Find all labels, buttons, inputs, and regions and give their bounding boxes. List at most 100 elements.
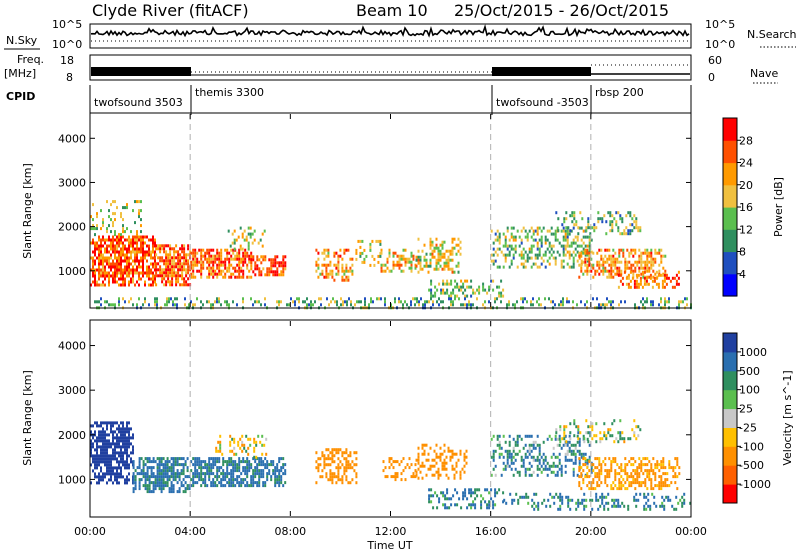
data-cell	[561, 437, 564, 441]
data-cell	[408, 466, 411, 470]
data-cell	[392, 254, 395, 258]
data-cell	[114, 457, 116, 461]
data-cell	[214, 272, 217, 276]
data-cell	[585, 504, 588, 508]
data-cell	[459, 449, 462, 453]
data-cell	[616, 472, 619, 476]
data-cell	[106, 427, 108, 431]
data-cell	[340, 303, 342, 307]
data-cell	[266, 463, 269, 467]
data-cell	[559, 507, 562, 511]
data-cell	[130, 244, 132, 248]
data-cell	[410, 263, 413, 267]
data-cell	[562, 247, 565, 251]
data-cell	[154, 256, 156, 260]
data-cell	[554, 455, 557, 459]
data-cell	[334, 300, 336, 304]
data-cell	[106, 460, 108, 464]
data-cell	[463, 464, 466, 468]
data-cell	[110, 253, 112, 257]
data-cell	[130, 250, 132, 254]
data-cell	[654, 272, 657, 276]
data-cell	[629, 214, 632, 218]
data-cell	[216, 272, 219, 276]
data-cell	[244, 260, 247, 264]
data-cell	[155, 247, 158, 251]
data-cell	[176, 481, 179, 485]
data-cell	[598, 272, 601, 276]
data-cell	[321, 451, 324, 455]
data-cell	[459, 476, 462, 480]
data-cell	[194, 263, 197, 267]
data-cell	[94, 283, 96, 287]
data-cell	[512, 473, 515, 477]
data-cell	[120, 268, 122, 272]
data-cell	[578, 458, 581, 462]
data-cell	[333, 475, 336, 479]
data-cell	[580, 472, 583, 476]
data-cell	[634, 472, 637, 476]
data-cell	[100, 433, 102, 437]
data-cell	[152, 271, 154, 275]
data-cell	[589, 425, 592, 429]
data-cell	[341, 463, 344, 467]
data-cell	[208, 463, 211, 467]
data-cell	[638, 269, 641, 273]
data-cell	[224, 266, 227, 270]
data-cell	[578, 469, 581, 473]
data-cell	[648, 275, 651, 279]
data-cell	[110, 238, 112, 242]
data-cell	[100, 478, 102, 482]
data-cell	[165, 262, 168, 266]
data-cell	[124, 439, 126, 443]
data-cell	[253, 455, 256, 459]
data-cell	[417, 261, 420, 265]
data-cell	[280, 264, 283, 268]
data-cell	[280, 270, 283, 274]
data-cell	[444, 282, 447, 286]
data-cell	[142, 244, 144, 248]
data-cell	[450, 503, 453, 507]
data-cell	[260, 457, 263, 461]
data-cell	[684, 297, 686, 301]
data-cell	[150, 268, 152, 272]
data-cell	[555, 431, 558, 435]
data-cell	[538, 247, 541, 251]
data-cell	[140, 238, 142, 242]
data-cell	[274, 261, 277, 265]
data-cell	[592, 297, 594, 301]
data-cell	[610, 460, 613, 464]
data-cell	[634, 251, 637, 255]
data-cell	[392, 263, 395, 267]
data-cell	[179, 259, 182, 263]
data-cell	[354, 303, 356, 307]
data-cell	[108, 265, 110, 269]
data-cell	[350, 303, 352, 307]
data-cell	[194, 481, 197, 485]
data-cell	[347, 466, 350, 470]
data-cell	[645, 276, 648, 280]
data-cell	[178, 478, 181, 482]
data-cell	[98, 271, 100, 275]
data-cell	[492, 455, 495, 459]
data-cell	[606, 472, 609, 476]
data-cell	[122, 454, 124, 458]
data-cell	[689, 501, 692, 505]
data-cell	[323, 248, 326, 252]
data-cell	[150, 238, 152, 242]
data-cell	[514, 452, 517, 456]
data-cell	[262, 463, 265, 467]
data-cell	[650, 469, 653, 473]
data-cell	[100, 445, 102, 449]
data-cell	[165, 259, 168, 263]
data-cell	[624, 472, 627, 476]
data-cell	[114, 280, 116, 284]
data-cell	[114, 274, 116, 278]
data-cell	[160, 460, 163, 464]
data-cell	[558, 461, 561, 465]
data-cell	[165, 280, 168, 284]
data-cell	[610, 463, 613, 467]
data-cell	[542, 467, 545, 471]
data-cell	[492, 500, 495, 504]
data-cell	[276, 463, 279, 467]
